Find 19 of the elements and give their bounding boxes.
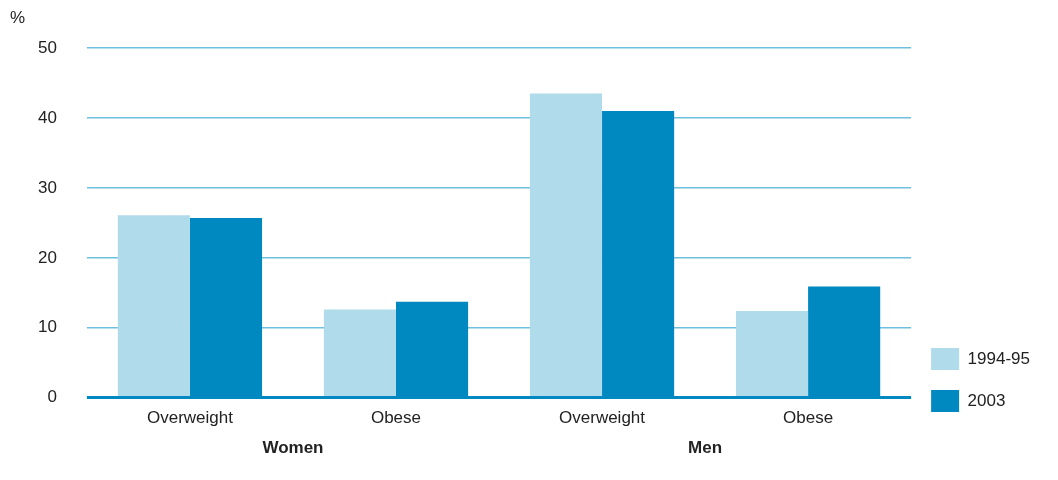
x-tick-label: Obese [370, 408, 422, 428]
bar [529, 93, 603, 397]
bar [117, 215, 190, 397]
text: Men [688, 437, 723, 457]
y-tick-label: 40 [37, 107, 57, 127]
y-tick-label: 20 [37, 247, 57, 267]
y-tick-label: 10 [37, 317, 57, 337]
bar [323, 309, 396, 397]
legend-label: 1994-95 [967, 348, 1030, 368]
y-tick-label: 0 [47, 387, 57, 407]
y-tick-label: 30 [37, 177, 57, 197]
x-tick-label: Overweight [559, 408, 646, 428]
x-tick-label: Overweight [146, 408, 234, 428]
text: Women [262, 437, 324, 457]
y-axis-title: % [10, 8, 26, 28]
x-tick-label: Obese [783, 408, 834, 428]
legend-label: 2003 [967, 390, 1006, 410]
bar [735, 310, 809, 397]
y-tick-label: 50 [37, 37, 57, 57]
